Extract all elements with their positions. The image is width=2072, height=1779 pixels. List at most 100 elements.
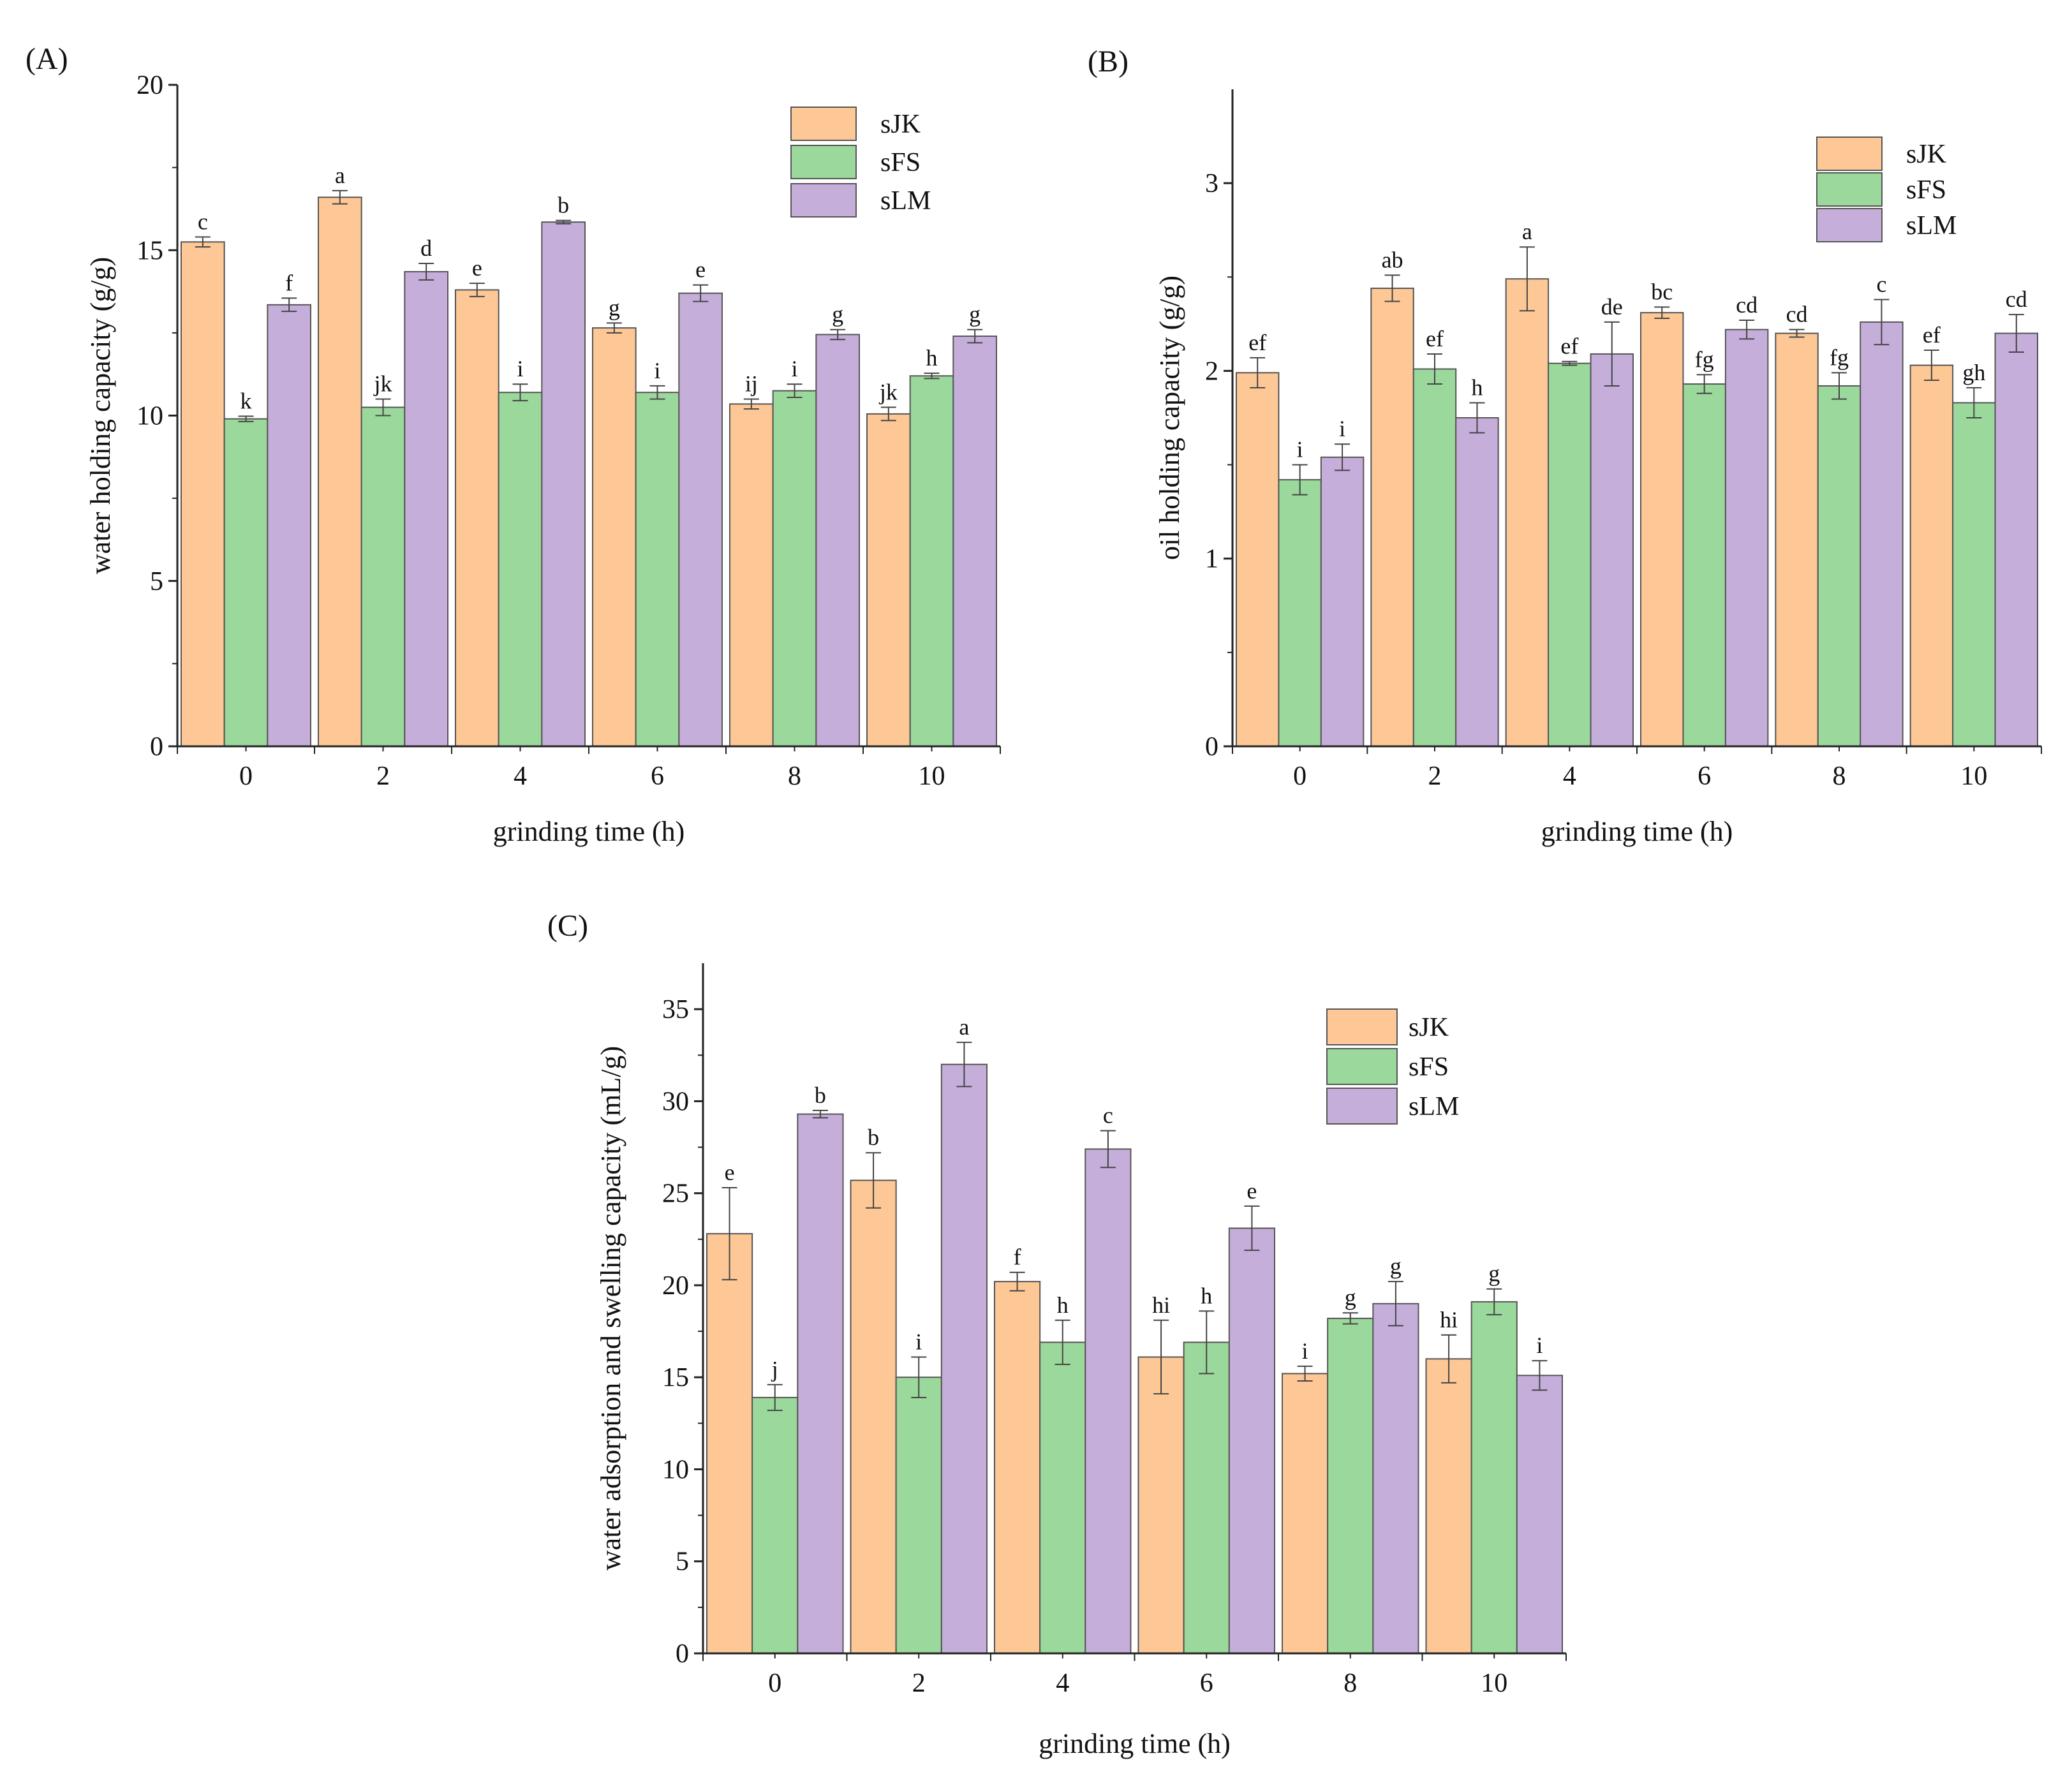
bar-sFS-2h	[895, 1377, 942, 1654]
bar-sFS-8h	[1817, 385, 1861, 747]
bar-sLM-0h	[267, 304, 312, 747]
legend-swatch-sJK	[1816, 137, 1883, 171]
significance-letter-sFS-10h: h	[926, 345, 938, 371]
significance-letter-sFS-8h: fg	[1830, 344, 1849, 370]
x-tick-label: 6	[651, 762, 664, 791]
significance-letter-sJK-6h: g	[609, 295, 620, 320]
significance-letter-sLM-2h: h	[1471, 374, 1483, 400]
legend-swatch-sJK	[790, 107, 857, 141]
x-tick-label: 4	[1056, 1669, 1069, 1698]
x-tick-label: 0	[1293, 762, 1306, 791]
bar-sJK-4h	[1505, 278, 1550, 747]
bar-sLM-8h	[1860, 321, 1904, 747]
bar-sLM-10h	[1994, 332, 2039, 747]
bar-sLM-2h	[404, 270, 448, 747]
bar-sJK-4h	[455, 289, 500, 748]
bar-sFS-6h	[1183, 1341, 1230, 1654]
legend-swatch-sLM	[1326, 1088, 1398, 1125]
x-axis-title: grinding time (h)	[1541, 816, 1733, 847]
panel-label: (B)	[1088, 45, 1128, 78]
significance-letter-sFS-2h: jk	[373, 371, 392, 397]
bar-sFS-4h	[1548, 362, 1592, 747]
legend-swatch-sFS	[1326, 1048, 1398, 1085]
bar-sFS-2h	[360, 406, 406, 747]
significance-letter-sJK-2h: ab	[1382, 247, 1403, 272]
significance-letter-sJK-0h: c	[198, 209, 208, 235]
legend-swatch-sFS	[1816, 172, 1883, 207]
bar-sJK-0h	[1236, 372, 1280, 747]
significance-letter-sLM-8h: g	[1390, 1253, 1402, 1279]
significance-letter-sLM-8h: c	[1876, 272, 1886, 297]
significance-letter-sJK-0h: e	[725, 1160, 735, 1185]
bar-sJK-8h	[1282, 1373, 1329, 1655]
y-tick-label: 1	[1205, 545, 1218, 574]
y-tick-label: 35	[662, 995, 689, 1024]
bar-sFS-6h	[635, 392, 680, 747]
bar-sFS-0h	[751, 1396, 799, 1655]
y-tick-label: 15	[662, 1363, 689, 1392]
bar-sJK-10h	[866, 413, 911, 747]
bar-sLM-10h	[1516, 1375, 1563, 1655]
significance-letter-sJK-4h: e	[472, 255, 482, 281]
bar-sLM-4h	[1590, 353, 1634, 747]
significance-letter-sJK-6h: hi	[1152, 1292, 1170, 1318]
bar-sLM-2h	[940, 1063, 988, 1654]
legend-label-sJK: sJK	[1409, 1013, 1449, 1042]
legend-swatch-sLM	[790, 183, 857, 218]
significance-letter-sJK-2h: b	[868, 1125, 879, 1150]
x-axis-title: grinding time (h)	[1039, 1728, 1231, 1759]
bar-sLM-8h	[815, 334, 861, 747]
y-axis-title: water holding capacity (g/g)	[85, 257, 116, 574]
x-tick-label: 0	[768, 1669, 781, 1698]
bar-sLM-8h	[1372, 1303, 1419, 1654]
significance-letter-sFS-6h: fg	[1695, 346, 1714, 372]
significance-letter-sLM-4h: de	[1601, 294, 1623, 320]
bar-sFS-0h	[1278, 479, 1322, 747]
bar-sLM-10h	[952, 336, 998, 747]
significance-letter-sLM-0h: f	[285, 270, 293, 295]
significance-letter-sLM-6h: e	[695, 257, 706, 283]
panel-c-swelling-capacity-chart: e b f hi i hi j i h h g g b a c e g i 0 5 10 15 20 25 30 35 0 2 4 6 8 1…	[547, 909, 1567, 1759]
x-tick-label: 2	[1428, 762, 1442, 791]
significance-letter-sJK-8h: ij	[745, 371, 758, 397]
bar-sLM-6h	[1724, 328, 1769, 747]
bar-sLM-0h	[797, 1113, 844, 1654]
significance-letter-sFS-10h: g	[1488, 1261, 1500, 1287]
significance-letter-sLM-6h: cd	[1736, 292, 1758, 318]
bar-sJK-2h	[1370, 287, 1414, 747]
y-axis-title: oil holding capacity (g/g)	[1154, 276, 1185, 560]
x-tick-label: 10	[919, 762, 945, 791]
x-tick-label: 2	[376, 762, 390, 791]
bar-sLM-4h	[1084, 1148, 1132, 1655]
y-tick-label: 20	[137, 71, 163, 100]
panel-label: (C)	[547, 909, 588, 943]
legend-swatch-sFS	[790, 145, 857, 179]
bar-sFS-10h	[1470, 1301, 1518, 1655]
significance-letter-sLM-8h: g	[832, 302, 843, 327]
bar-sJK-6h	[592, 327, 637, 747]
bar-sJK-10h	[1909, 364, 1954, 747]
bar-sLM-0h	[1320, 456, 1365, 747]
bar-sJK-2h	[850, 1179, 897, 1654]
significance-letter-sFS-4h: i	[517, 356, 523, 381]
y-tick-label: 3	[1205, 169, 1218, 198]
significance-letter-sFS-0h: j	[771, 1357, 778, 1382]
significance-letter-sLM-6h: e	[1247, 1178, 1257, 1204]
y-tick-label: 2	[1205, 357, 1218, 386]
significance-letter-sJK-10h: jk	[878, 380, 898, 405]
y-tick-label: 30	[662, 1087, 689, 1116]
bar-sJK-0h	[181, 241, 225, 748]
bar-sFS-4h	[498, 392, 543, 747]
legend-label-sJK: sJK	[1906, 140, 1946, 169]
legend-label-sLM: sLM	[880, 186, 931, 216]
significance-letter-sJK-10h: hi	[1440, 1307, 1458, 1332]
bar-sJK-0h	[706, 1233, 753, 1655]
x-tick-label: 8	[1833, 762, 1846, 791]
y-tick-label: 15	[137, 236, 163, 265]
legend-label-sJK: sJK	[880, 110, 921, 139]
significance-letter-sLM-10h: cd	[2006, 286, 2027, 312]
significance-letter-sLM-0h: i	[1339, 416, 1345, 441]
significance-letter-sFS-0h: i	[1297, 437, 1303, 462]
y-axis-title: water adsorption and swelling capacity (…	[595, 1046, 626, 1570]
